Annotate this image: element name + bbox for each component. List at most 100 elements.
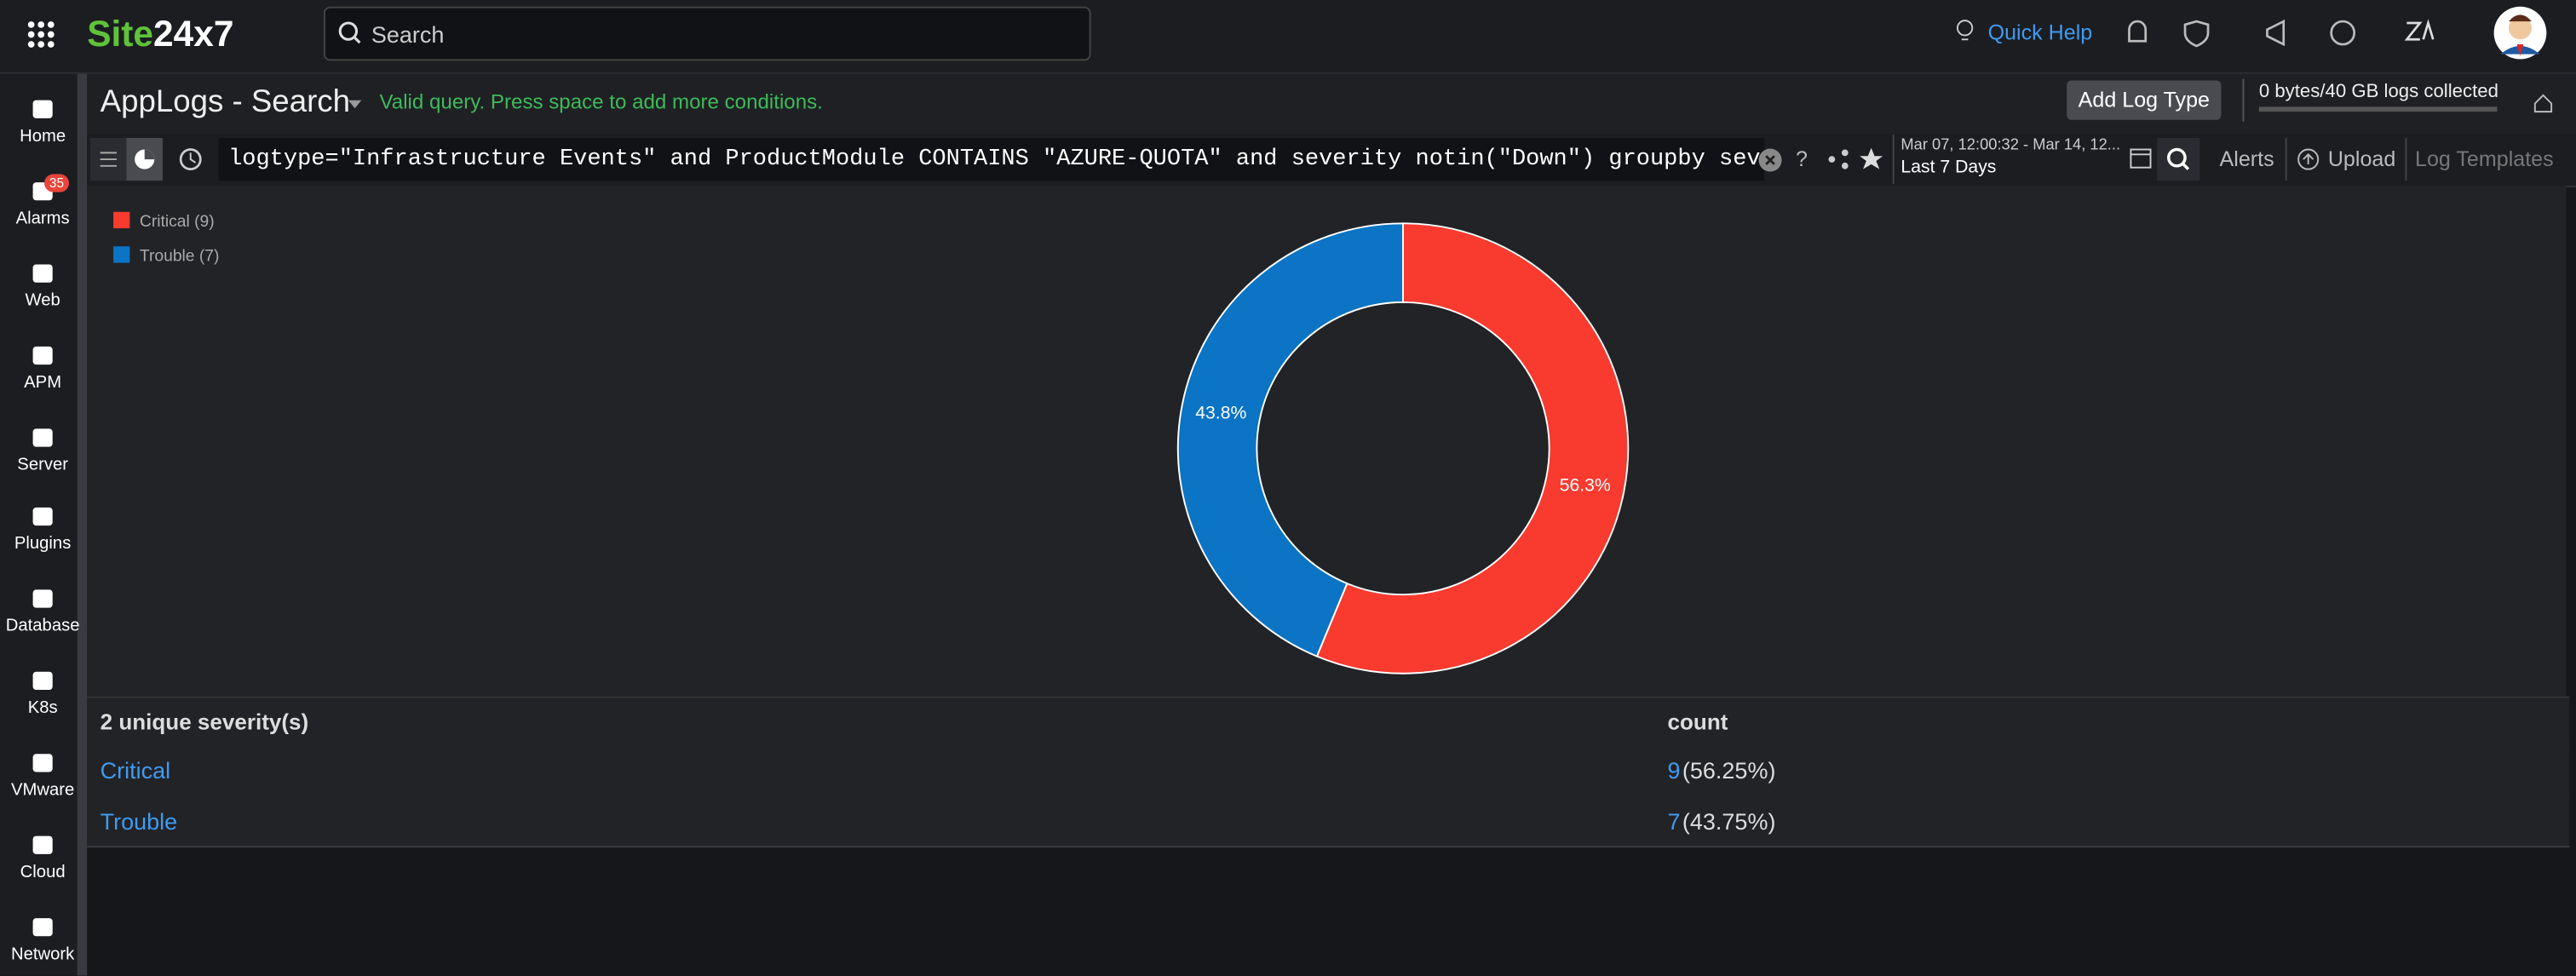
sidebar-icon <box>32 100 53 118</box>
icon-shape <box>32 835 53 854</box>
icon-shape <box>32 918 53 937</box>
history-icon[interactable] <box>177 146 204 173</box>
clear-query[interactable] <box>1758 148 1783 173</box>
sidebar-label: Database <box>5 616 80 636</box>
usage-text: 0 bytes/40 GB logs collected <box>2258 82 2498 102</box>
sidebar-label: Cloud <box>20 862 66 882</box>
icon-shape <box>32 589 53 608</box>
legend-swatch <box>113 246 130 263</box>
home-pin-icon[interactable] <box>2532 92 2555 115</box>
search-placeholder: Search <box>371 21 445 48</box>
sidebar-item[interactable]: Server <box>0 422 85 475</box>
bulb-icon <box>1956 20 1974 41</box>
upload-button[interactable]: Upload <box>2327 146 2396 171</box>
sidebar-icon <box>32 835 53 854</box>
sidebar-label: Home <box>20 126 66 146</box>
sidebar-icon <box>32 589 53 608</box>
sidebar-label: K8s <box>27 698 58 718</box>
divider <box>1892 135 1895 185</box>
query-status: Valid query. Press space to add more con… <box>379 90 823 114</box>
log-templates-button[interactable]: Log Templates <box>2415 146 2554 171</box>
sidebar-item[interactable]: Network <box>0 911 85 964</box>
logo-a: Site <box>87 13 154 55</box>
sidebar-item[interactable]: Alarms 35 <box>0 174 85 229</box>
icon-shape <box>32 754 53 772</box>
sidebar-icon <box>32 507 53 526</box>
top-icons[interactable] <box>2119 16 2366 49</box>
chart-view-button[interactable] <box>126 138 163 181</box>
alerts-button[interactable]: Alerts <box>2219 146 2274 171</box>
divider <box>2405 138 2407 181</box>
apps-icon[interactable] <box>26 20 56 49</box>
sidebar-label: Network <box>10 944 75 965</box>
icon-shape <box>32 100 53 118</box>
list-view-button[interactable] <box>90 138 127 181</box>
sidebar-item[interactable]: VMware <box>0 748 85 801</box>
icon-shape <box>32 671 53 691</box>
count-percent: (56.25%) <box>1682 757 1776 784</box>
date-range[interactable]: Mar 07, 12:00:32 - Mar 14, 12... <box>1900 136 2121 155</box>
slice-label: 43.8% <box>1195 404 1246 423</box>
sidebar-icon <box>32 671 53 691</box>
search-button[interactable] <box>2157 138 2200 181</box>
share-star-icons[interactable] <box>1827 147 1893 173</box>
usage-bar <box>2258 106 2498 112</box>
legend-label[interactable]: Critical (9) <box>140 213 215 231</box>
column-header: 2 unique severity(s) <box>100 709 309 735</box>
sidebar-item[interactable]: Database <box>0 583 85 636</box>
pie-slice[interactable] <box>1315 222 1630 675</box>
icon-shape <box>32 264 53 283</box>
sidebar-item[interactable]: APM <box>0 340 85 393</box>
add-log-type-button[interactable]: Add Log Type <box>2067 80 2222 120</box>
sidebar-label: VMware <box>10 780 75 801</box>
icon-shape <box>32 346 53 365</box>
sidebar-label: Server <box>17 455 68 475</box>
sidebar-item[interactable]: Plugins <box>0 501 85 554</box>
sidebar-label: Plugins <box>14 533 72 554</box>
sidebar-icon <box>32 754 53 772</box>
zia-icon[interactable] <box>2404 18 2437 44</box>
sidebar-label: Alarms <box>15 208 70 229</box>
severity-link[interactable]: Trouble <box>100 807 178 835</box>
sidebar-item[interactable]: K8s <box>0 665 85 718</box>
sidebar-icon <box>32 428 53 447</box>
severity-link[interactable]: Critical <box>100 757 171 784</box>
divider <box>2242 78 2245 122</box>
calendar-icon[interactable] <box>2129 146 2152 169</box>
sidebar-border <box>77 73 88 976</box>
table-header: 2 unique severity(s) count <box>87 696 2570 746</box>
sidebar-item[interactable]: Cloud <box>0 830 85 882</box>
icon-shape <box>32 428 53 447</box>
quick-help[interactable]: Quick Help <box>1987 20 2093 45</box>
slice-label: 56.3% <box>1560 476 1611 496</box>
page-title[interactable]: AppLogs - Search <box>100 85 350 120</box>
column-header: count <box>1667 709 1728 735</box>
pie-slice[interactable] <box>1176 222 1404 657</box>
search-box[interactable]: Search <box>323 6 1091 61</box>
legend-swatch <box>113 211 130 229</box>
title-caret[interactable] <box>348 100 362 109</box>
sidebar-label: Web <box>25 290 60 311</box>
upload-icon <box>2297 148 2320 170</box>
sidebar-item[interactable]: Home <box>0 94 85 146</box>
sidebar-icon <box>32 346 53 365</box>
icon-shape <box>32 507 53 526</box>
query-input[interactable]: logtype="Infrastructure Events" and Prod… <box>218 138 1765 181</box>
sidebar-icon <box>32 918 53 937</box>
logo-b: 24x7 <box>153 13 234 55</box>
table-row: Trouble 7 (43.75%) <box>87 795 2570 848</box>
sidebar-item[interactable]: Web <box>0 258 85 311</box>
count-link[interactable]: 9 <box>1667 757 1681 784</box>
legend-label[interactable]: Trouble (7) <box>140 248 220 266</box>
help-button[interactable]: ? <box>1795 146 1808 171</box>
alarm-badge: 35 <box>44 174 69 192</box>
avatar[interactable] <box>2493 5 2549 61</box>
divider <box>2285 138 2287 181</box>
search-icon <box>338 21 361 44</box>
date-period[interactable]: Last 7 Days <box>1900 158 1997 178</box>
logo[interactable]: Site24x7 <box>87 13 233 55</box>
sidebar-icon <box>32 264 53 283</box>
sidebar-label: APM <box>24 372 62 393</box>
count-link[interactable]: 7 <box>1667 807 1681 835</box>
